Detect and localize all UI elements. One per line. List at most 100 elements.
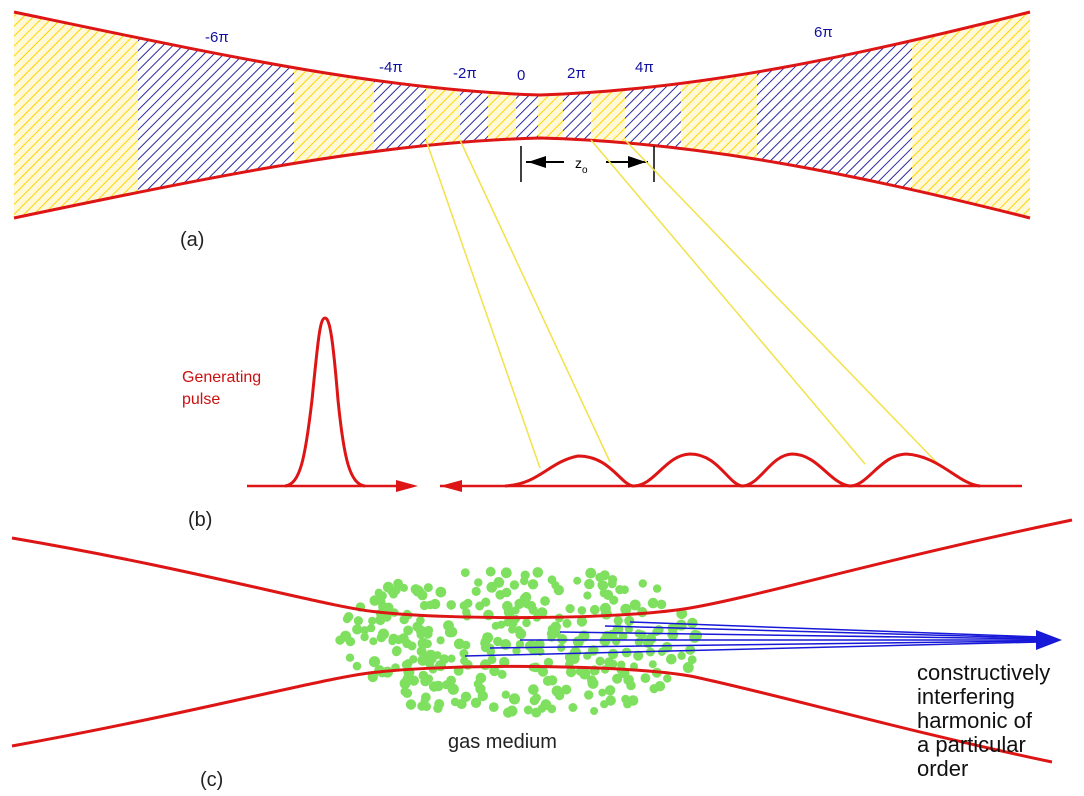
gas-particle — [493, 636, 503, 647]
gas-particle — [462, 608, 471, 617]
panel-b-label: (b) — [188, 509, 212, 531]
zone-yellow — [488, 12, 516, 218]
gas-particle — [374, 588, 383, 597]
gas-particle — [595, 656, 605, 666]
gas-particle — [550, 621, 561, 633]
gas-particle — [615, 585, 625, 595]
gas-particle — [520, 576, 529, 586]
gas-particle — [450, 697, 460, 707]
harmonic-ray — [559, 631, 1041, 640]
generating-pulse-label-line1: Generating — [182, 369, 261, 386]
gas-particle — [436, 636, 445, 645]
gas-particle — [352, 624, 363, 635]
gas-particle — [607, 648, 619, 660]
gas-particle — [512, 646, 521, 655]
gas-particle — [640, 673, 651, 683]
gas-particle — [446, 600, 457, 610]
harmonic-arrowhead — [1036, 630, 1062, 650]
phase-label-minus-2pi: -2π — [453, 65, 477, 82]
gas-particle — [687, 655, 697, 665]
gas-particle — [573, 576, 582, 585]
gas-particle — [585, 567, 597, 579]
zone-blue — [757, 12, 912, 218]
gas-particle — [514, 626, 524, 635]
gas-particle — [629, 599, 641, 611]
gas-particle — [656, 599, 667, 610]
gas-particle — [597, 580, 609, 591]
gas-particle — [368, 616, 377, 625]
gas-particle — [433, 680, 444, 692]
gas-particle — [402, 688, 413, 698]
harmonic-label-line1: constructively — [917, 660, 1050, 685]
gas-particle — [638, 579, 647, 588]
gas-particle — [519, 593, 531, 605]
gas-particle — [382, 581, 394, 593]
gas-particle — [499, 656, 510, 668]
gas-particle — [454, 638, 465, 650]
gas-particle — [423, 583, 433, 593]
gas-particle — [474, 578, 483, 587]
gas-particle — [599, 635, 611, 647]
projection-line — [624, 139, 941, 467]
harmonic-ray — [489, 640, 1041, 649]
gas-particle — [554, 690, 565, 701]
panel-a-label: (a) — [180, 229, 204, 251]
gas-particle — [599, 570, 610, 581]
gas-particle — [485, 566, 496, 577]
gas-particle — [611, 636, 621, 646]
gas-particle — [475, 601, 485, 611]
gas-particle — [623, 674, 634, 686]
panel-b: Generating pulse (b) — [182, 316, 1022, 531]
gas-medium-label: gas medium — [448, 731, 557, 753]
gas-particle — [399, 678, 411, 689]
gas-particle — [509, 580, 520, 590]
gas-particle — [652, 584, 662, 593]
gas-particle — [500, 567, 512, 579]
gas-particle — [342, 614, 352, 624]
gas-particle — [424, 625, 434, 635]
harmonic-beam — [464, 621, 1041, 657]
gas-particle — [353, 616, 363, 626]
gas-particle — [352, 661, 362, 671]
phase-label-2pi: 2π — [567, 65, 586, 82]
gas-particle — [447, 683, 459, 695]
focus-upper-edge — [11, 518, 1073, 620]
gas-particle — [340, 630, 352, 642]
gas-particle — [446, 626, 458, 638]
zone-blue — [563, 12, 591, 218]
harmonic-ray — [464, 641, 1041, 657]
gas-particle — [477, 690, 488, 702]
gas-particle — [511, 606, 520, 615]
gas-particle — [579, 668, 591, 680]
gas-particle — [470, 697, 482, 708]
gas-particle — [368, 656, 381, 668]
zone-yellow — [538, 12, 563, 218]
gas-particle — [388, 633, 399, 644]
gas-particle — [647, 597, 659, 609]
gas-particle — [598, 688, 607, 697]
gas-particle — [522, 618, 531, 628]
gas-particle — [604, 657, 614, 668]
zone-blue — [460, 12, 488, 218]
gas-particle — [433, 703, 443, 713]
gas-particle — [565, 666, 577, 678]
gas-particle — [584, 690, 594, 700]
gas-particle — [537, 704, 546, 713]
gas-particle — [564, 652, 576, 663]
phase-label-4pi: 4π — [635, 59, 654, 76]
gas-particle — [376, 632, 386, 643]
zone-yellow — [591, 12, 625, 218]
phase-label-minus-4pi: -4π — [379, 59, 403, 76]
harmonic-label-line5: order — [917, 756, 968, 781]
gas-particle — [677, 651, 686, 660]
gas-particle — [557, 634, 568, 645]
gas-particle — [419, 600, 430, 611]
gas-particle — [491, 621, 500, 630]
gas-particle — [489, 665, 500, 677]
gas-particle — [515, 640, 525, 649]
gas-particle — [648, 660, 657, 669]
gas-particle — [600, 608, 612, 620]
gas-particle — [493, 577, 505, 588]
gas-particle — [501, 690, 510, 699]
